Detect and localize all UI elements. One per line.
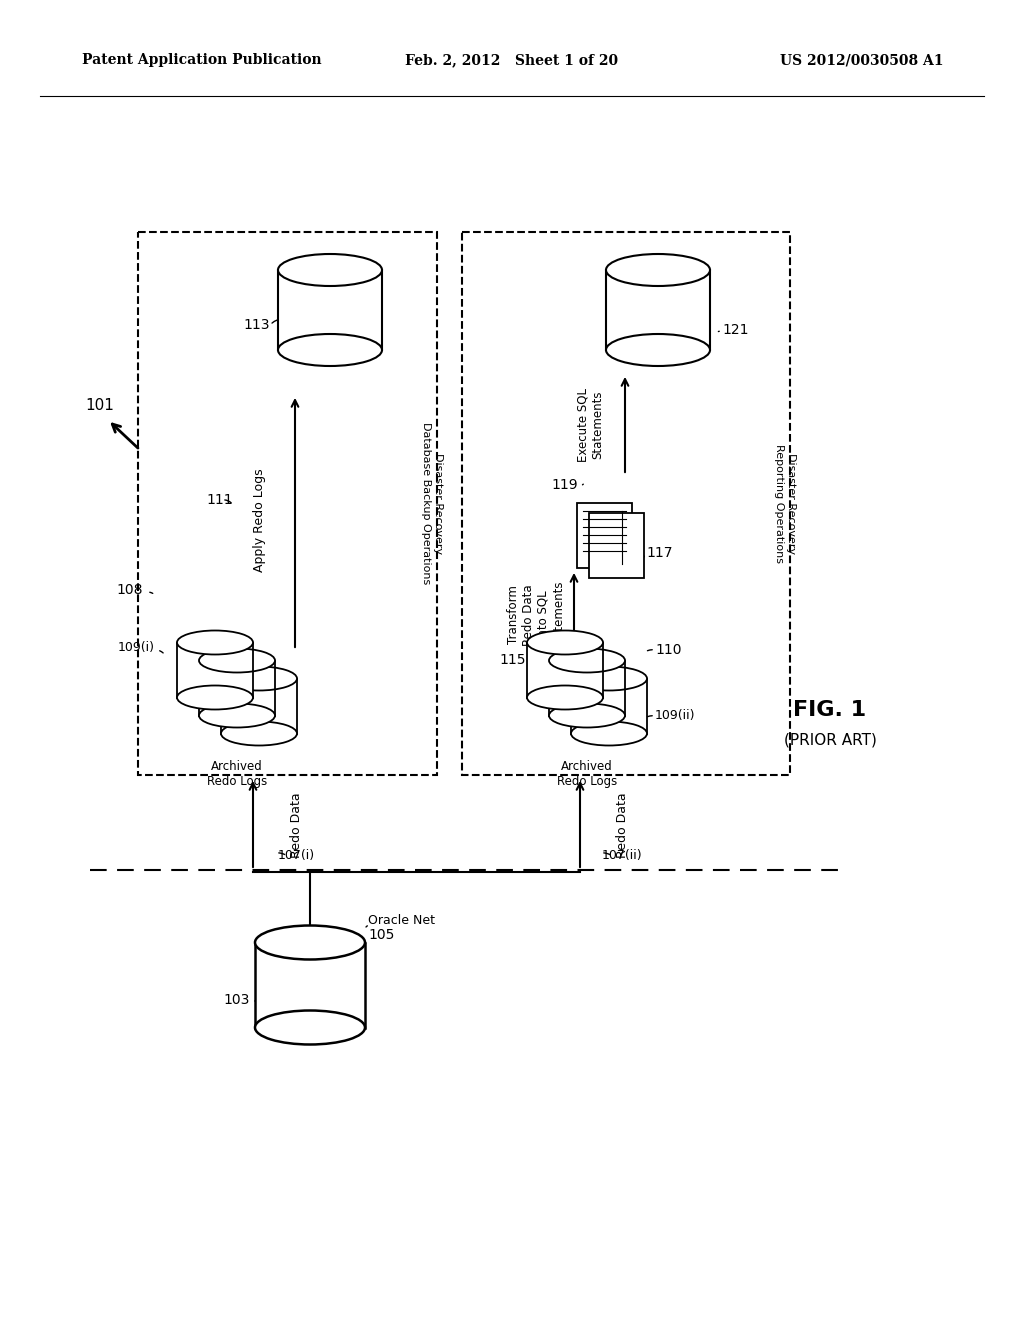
Text: Redo Data: Redo Data <box>615 792 629 858</box>
Polygon shape <box>278 271 382 350</box>
Text: Patent Application Publication: Patent Application Publication <box>82 53 322 67</box>
Text: (PRIOR ART): (PRIOR ART) <box>783 733 877 747</box>
Ellipse shape <box>549 704 625 727</box>
Text: Logical
Standby
Database: Logical Standby Database <box>630 284 686 326</box>
Polygon shape <box>199 660 275 715</box>
Text: 101: 101 <box>86 397 115 412</box>
Text: 109(ii): 109(ii) <box>655 709 695 722</box>
Text: 117: 117 <box>646 546 673 560</box>
Ellipse shape <box>177 685 253 710</box>
Text: 109(i): 109(i) <box>118 642 155 655</box>
Ellipse shape <box>255 925 365 960</box>
Ellipse shape <box>549 648 625 672</box>
Text: Execute SQL
Statements: Execute SQL Statements <box>575 388 604 462</box>
Text: Disaster Recovery
Reporting Operations: Disaster Recovery Reporting Operations <box>774 444 796 564</box>
Polygon shape <box>606 271 710 350</box>
Ellipse shape <box>606 253 710 286</box>
Ellipse shape <box>221 667 297 690</box>
Text: 107(ii): 107(ii) <box>602 849 642 862</box>
Ellipse shape <box>571 722 647 746</box>
Polygon shape <box>589 512 643 578</box>
Text: Transform
Redo Data
into SQL
Statements: Transform Redo Data into SQL Statements <box>507 581 565 649</box>
Ellipse shape <box>278 253 382 286</box>
Text: 119: 119 <box>551 478 578 492</box>
Polygon shape <box>577 503 632 568</box>
Ellipse shape <box>199 704 275 727</box>
Text: Redo Data: Redo Data <box>290 792 302 858</box>
Polygon shape <box>221 678 297 734</box>
Text: Apply Redo Logs: Apply Redo Logs <box>254 469 266 572</box>
Text: 103: 103 <box>223 993 250 1007</box>
Text: US 2012/0030508 A1: US 2012/0030508 A1 <box>780 53 944 67</box>
Text: 105: 105 <box>368 928 394 942</box>
Text: 121: 121 <box>722 323 749 337</box>
Text: Archived
Redo Logs: Archived Redo Logs <box>557 760 617 788</box>
Text: Disaster Recovery
Database Backup Operations: Disaster Recovery Database Backup Operat… <box>421 422 442 585</box>
Ellipse shape <box>527 631 603 655</box>
Polygon shape <box>527 643 603 697</box>
Text: 108: 108 <box>117 583 143 597</box>
Polygon shape <box>571 678 647 734</box>
Ellipse shape <box>221 722 297 746</box>
Ellipse shape <box>177 631 253 655</box>
Text: 115: 115 <box>500 653 526 667</box>
Polygon shape <box>177 643 253 697</box>
Ellipse shape <box>278 334 382 366</box>
Text: Feb. 2, 2012   Sheet 1 of 20: Feb. 2, 2012 Sheet 1 of 20 <box>406 53 618 67</box>
Text: 110: 110 <box>655 643 682 657</box>
Text: 113: 113 <box>244 318 270 333</box>
Ellipse shape <box>255 1011 365 1044</box>
Ellipse shape <box>571 667 647 690</box>
Text: 111: 111 <box>207 492 233 507</box>
Text: 107(i): 107(i) <box>278 849 314 862</box>
Text: Physical
Standby
Database: Physical Standby Database <box>302 284 358 326</box>
Polygon shape <box>255 942 365 1027</box>
Ellipse shape <box>606 334 710 366</box>
Text: Archived
Redo Logs: Archived Redo Logs <box>207 760 267 788</box>
Polygon shape <box>549 660 625 715</box>
Ellipse shape <box>527 685 603 710</box>
Text: Oracle Net: Oracle Net <box>368 913 435 927</box>
Text: FIG. 1: FIG. 1 <box>794 700 866 719</box>
Ellipse shape <box>199 648 275 672</box>
Text: Primary
Database: Primary Database <box>280 966 340 994</box>
